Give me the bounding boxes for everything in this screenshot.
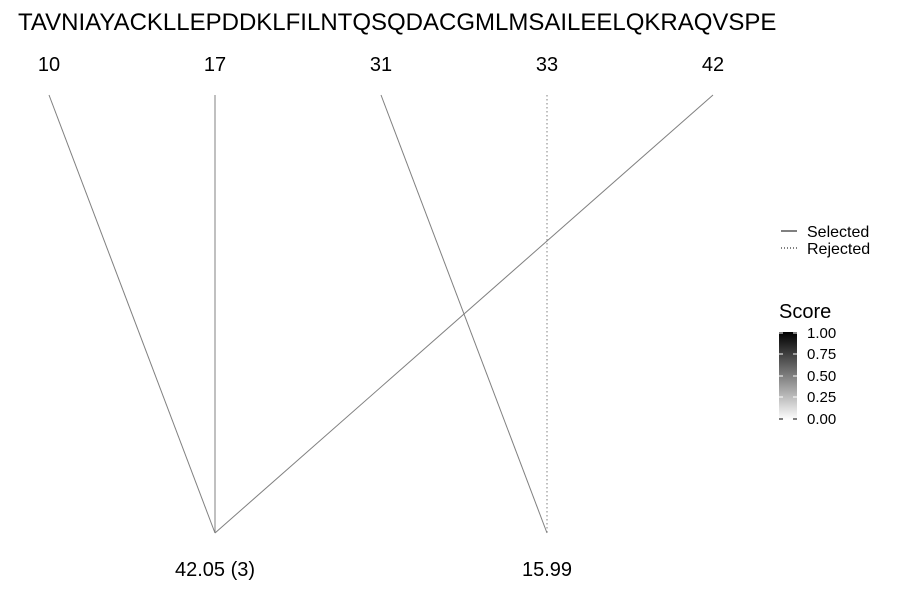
score-legend: Score 1.00 0.75 0.50 0.25 0.00 (779, 301, 836, 428)
score-tick-0-75: 0.75 (807, 346, 836, 363)
score-label-primary: 42.05 (3) (175, 559, 255, 581)
score-colorbar (779, 332, 797, 420)
link-31-selected (380, 94, 548, 534)
score-tick-1-00: 1.00 (807, 325, 836, 342)
selected-legend-label: Selected (807, 224, 869, 241)
score-label-secondary: 15.99 (522, 559, 572, 581)
sequence-text: TAVNIAYACKLLEPDDKLFILNTQSQDACGMLMSAILEEL… (18, 9, 776, 36)
position-label-31: 31 (370, 54, 392, 76)
position-label-33: 33 (536, 54, 558, 76)
rejected-legend-label: Rejected (807, 241, 870, 258)
link-10-selected (48, 94, 216, 534)
score-legend-title: Score (779, 301, 831, 323)
score-tick-0-00: 0.00 (807, 411, 836, 428)
position-label-17: 17 (204, 54, 226, 76)
position-label-42: 42 (702, 54, 724, 76)
score-tick-0-25: 0.25 (807, 389, 836, 406)
position-label-10: 10 (38, 54, 60, 76)
line-type-legend: Selected Rejected (781, 224, 870, 258)
score-tick-0-50: 0.50 (807, 368, 836, 385)
